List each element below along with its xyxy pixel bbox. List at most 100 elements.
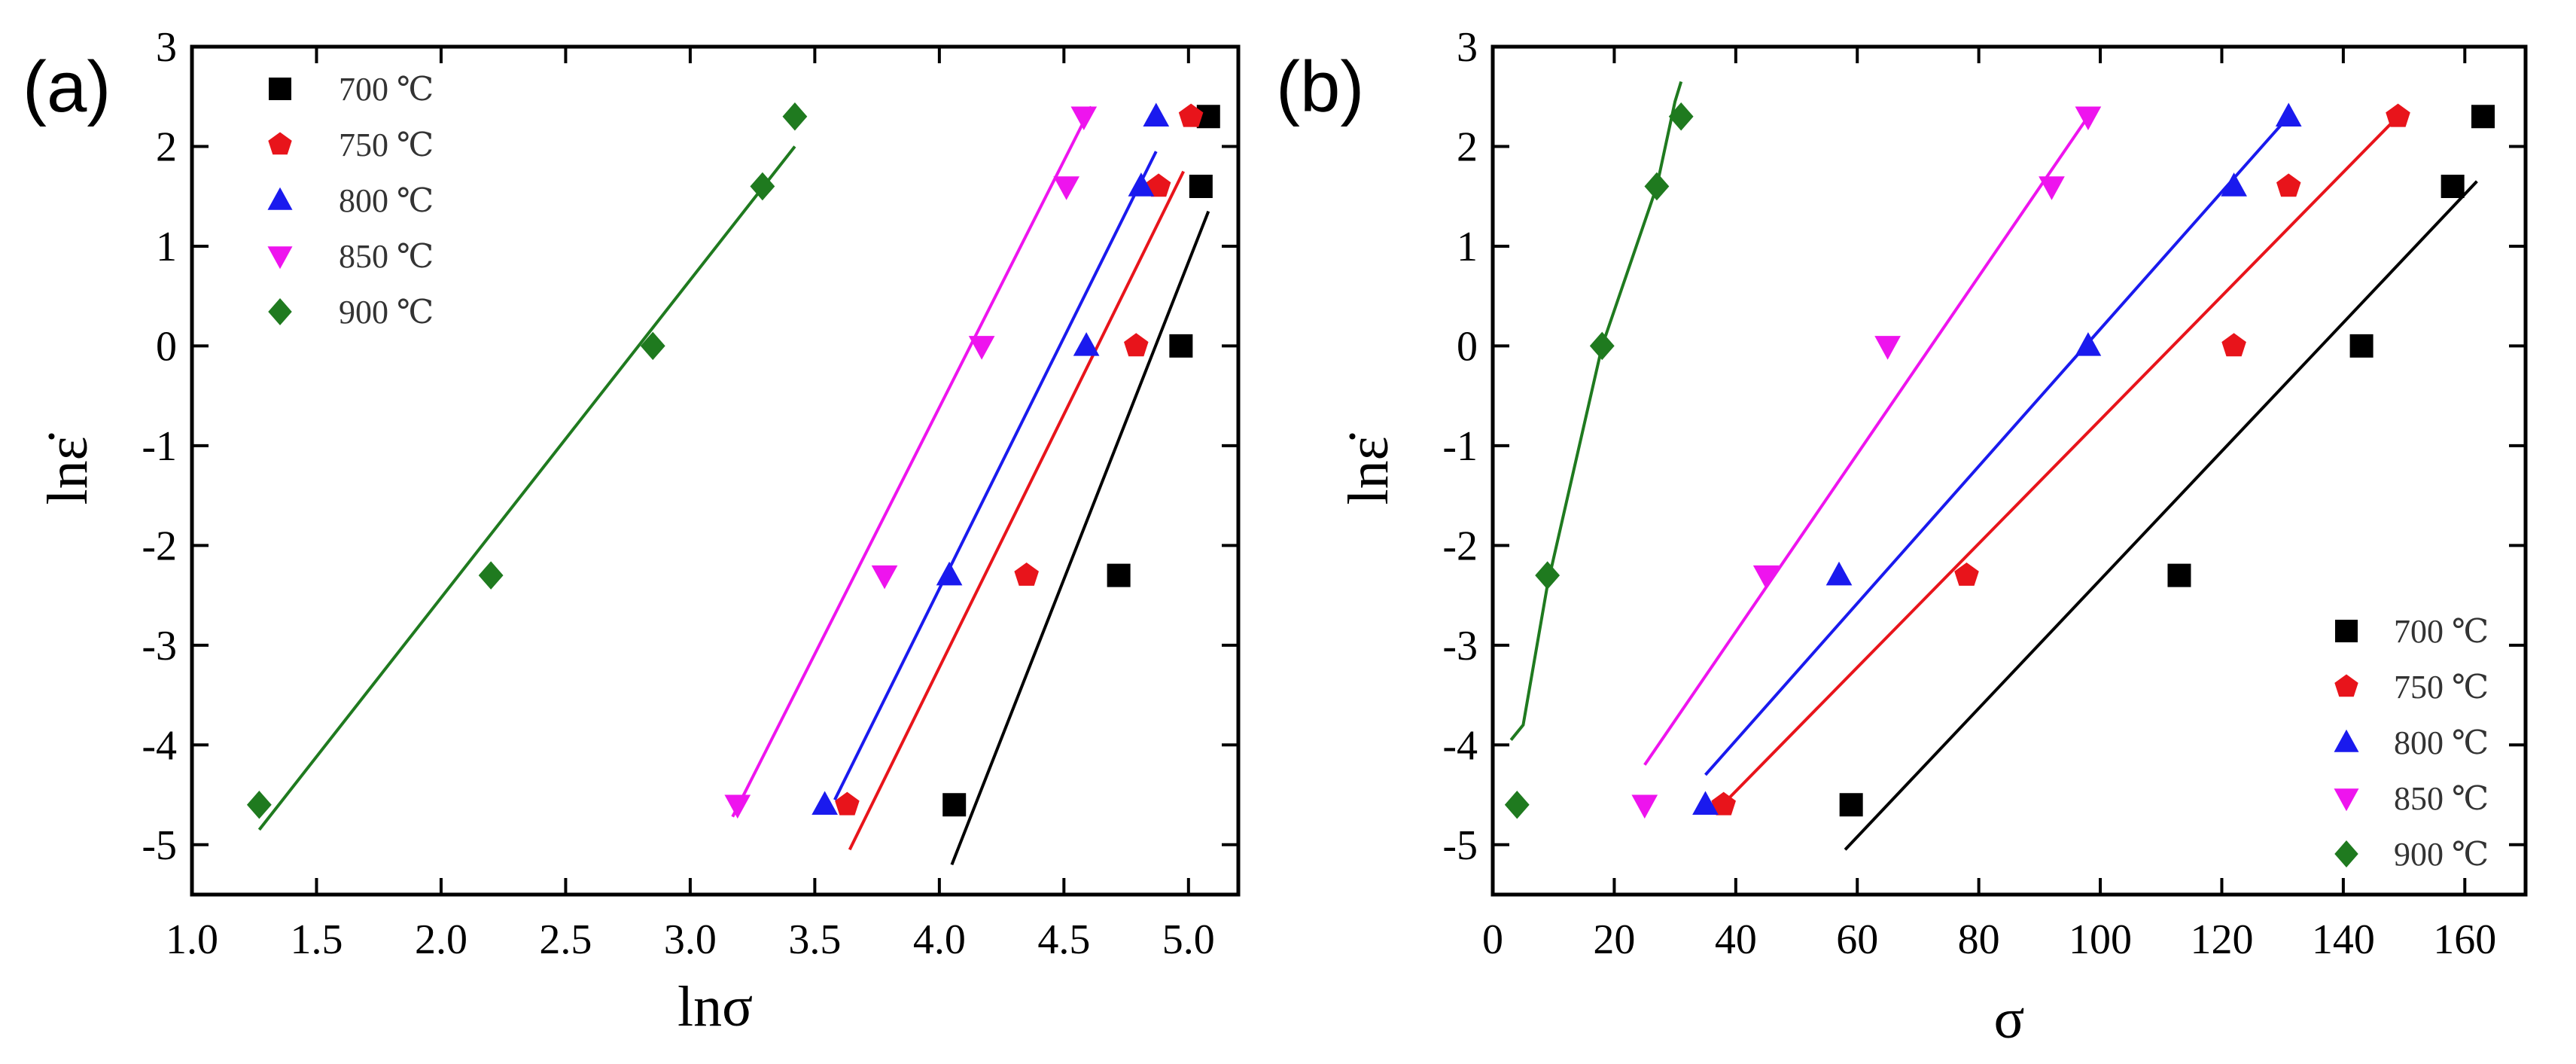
panel-b-series-750-point-3 xyxy=(2221,333,2246,357)
panel-b-x-tick-label: 80 xyxy=(1958,916,2000,963)
panel-a-series-900-point-5 xyxy=(782,102,808,131)
panel-b-x-tick-label: 60 xyxy=(1836,916,1878,963)
panel-a-series-900-fit-line xyxy=(257,145,796,831)
panel-a-x-tick-label: 2.5 xyxy=(539,916,592,963)
panel-b-x-tick-label: 140 xyxy=(2312,916,2375,963)
panel-a-y-tick-label: 2 xyxy=(156,123,177,170)
panel-a-y-tick-label: 1 xyxy=(156,224,177,270)
panel-a-legend-marker-700 xyxy=(269,78,291,100)
panel-a-legend-label-750: 750 ℃ xyxy=(339,127,434,163)
panel-b-legend-label-700: 700 ℃ xyxy=(2394,613,2489,650)
panel-a-series-850-point-4 xyxy=(1053,176,1079,200)
panel-b-series-850-point-1 xyxy=(1631,794,1658,819)
panel-b-legend-label-850: 850 ℃ xyxy=(2394,780,2489,817)
panel-a-x-axis-title: lnσ xyxy=(677,975,753,1038)
panel-a-series-800-point-4 xyxy=(1128,172,1155,197)
panel-b-legend-marker-900 xyxy=(2334,840,2358,867)
panel-b-y-tick-label: 2 xyxy=(1457,123,1478,170)
panel-b-x-tick-label: 20 xyxy=(1593,916,1635,963)
panel-b-legend-label-800: 800 ℃ xyxy=(2394,724,2489,761)
panel-a: 1.0 1.5 2.0 2.5 3.0 3.5 4.0 4.5 5.0 -5 -4 -3 -2 -1 0 1 2… xyxy=(23,24,1241,1038)
panel-b-y-tick-label: -3 xyxy=(1442,623,1478,669)
panel-a-series-700-point-2 xyxy=(1107,563,1131,587)
panel-a-series-900-point-3 xyxy=(640,331,665,361)
panel-a-legend-marker-900 xyxy=(268,298,292,325)
panel-a-y-tick-label: -1 xyxy=(142,423,177,470)
panel-a-x-tick-label: 1.0 xyxy=(166,916,218,963)
panel-b-y-tick-label: -2 xyxy=(1442,523,1478,569)
panel-a-series-800-point-5 xyxy=(1143,102,1170,127)
panel-a-series-900-point-4 xyxy=(750,172,775,201)
panel-b-series-750-fit-line xyxy=(1716,115,2399,811)
panel-a-series-850-fit-line xyxy=(731,105,1093,818)
panel-a-series-700-point-3 xyxy=(1169,334,1193,358)
panel-b-series-800-point-5 xyxy=(2275,102,2302,127)
panel-a-x-tick-label: 4.0 xyxy=(913,916,966,963)
panel-b-x-tick-label: 160 xyxy=(2433,916,2496,963)
panel-a-series-700-point-4 xyxy=(1189,174,1213,198)
panel-a-series-900-point-1 xyxy=(246,791,272,819)
panel-b-plot-frame xyxy=(1490,44,2528,897)
panel-a-x-tick-label: 5.0 xyxy=(1162,916,1215,963)
panel-a-legend-label-700: 700 ℃ xyxy=(339,71,434,108)
panel-b-series-900-point-3 xyxy=(1589,331,1615,361)
panel-a-series-900-point-2 xyxy=(478,561,504,590)
panel-a-series-850-point-2 xyxy=(871,565,898,590)
panel-b-series-800-point-4 xyxy=(2221,172,2247,197)
panel-b-y-axis-title: lnε̇ xyxy=(1337,432,1400,505)
panel-a-y-tick-label: -3 xyxy=(142,623,177,669)
panel-b-legend-marker-850 xyxy=(2334,788,2359,812)
panel-a-y-axis-title: lnε̇ xyxy=(36,432,99,505)
panel-b-y-tick-label: 3 xyxy=(1457,24,1478,71)
panel-a-x-tick-label: 3.0 xyxy=(664,916,717,963)
panel-b-series-700-fit-line xyxy=(1844,180,2478,851)
panel-a-series-800-point-3 xyxy=(1073,332,1100,356)
panel-b-x-tick-label: 120 xyxy=(2190,916,2253,963)
panel-a-legend-label-850: 850 ℃ xyxy=(339,238,434,275)
panel-a-series-750-point-5 xyxy=(1178,103,1204,127)
panel-b-series-850-point-5 xyxy=(2075,106,2102,131)
panel-b-panel-label: (b) xyxy=(1276,47,1364,127)
panel-b-series-900-point-2 xyxy=(1535,561,1561,590)
panel-b-legend-marker-800 xyxy=(2334,729,2359,752)
panel-a-series-700-point-1 xyxy=(942,793,967,817)
panel-b-x-tick-label: 40 xyxy=(1715,916,1757,963)
panel-b-series-900-point-1 xyxy=(1504,791,1530,819)
panel-b: 0 20 40 60 80 100 120 140 160 -5 -4 -3 -2 -1 0 1 2 3 σ lnε̇… xyxy=(1276,24,2528,1050)
panel-a-series-800-point-1 xyxy=(811,791,838,816)
panel-b-legend-marker-750 xyxy=(2334,674,2358,697)
panel-b-series-900-point-4 xyxy=(1644,172,1670,201)
panel-b-series-850-point-4 xyxy=(2039,176,2065,200)
panel-a-series-700-fit-line xyxy=(950,210,1210,866)
panel-b-series-850-point-3 xyxy=(1874,336,1901,360)
panel-a-series-800-point-2 xyxy=(936,561,963,586)
panel-b-y-tick-label: 0 xyxy=(1457,323,1478,370)
panel-a-y-tick-label: -5 xyxy=(142,822,177,869)
panel-a-series-800-fit-line xyxy=(833,151,1158,801)
panel-a-legend-label-900: 900 ℃ xyxy=(339,294,434,331)
panel-b-y-tick-label: -1 xyxy=(1442,423,1478,470)
panel-b-legend-label-900: 900 ℃ xyxy=(2394,836,2489,873)
panel-a-series-850-point-5 xyxy=(1070,106,1098,131)
panel-a-x-tick-label: 2.0 xyxy=(415,916,467,963)
panel-b-y-tick-label: -5 xyxy=(1442,822,1478,869)
panel-a-series-750-point-1 xyxy=(835,791,860,816)
panel-b-series-850-fit-line xyxy=(1643,115,2090,766)
panel-a-x-tick-label: 3.5 xyxy=(788,916,841,963)
panel-a-series-850-point-3 xyxy=(968,336,995,360)
panel-b-y-tick-label: -4 xyxy=(1442,722,1478,769)
panel-a-series-750-fit-line xyxy=(848,170,1185,851)
panel-a-y-tick-label: -4 xyxy=(142,722,177,769)
panel-a-legend-marker-800 xyxy=(267,187,293,210)
panel-b-legend-label-750: 750 ℃ xyxy=(2394,669,2489,706)
panel-b-series-700-point-2 xyxy=(2167,563,2191,587)
panel-b-series-850-point-2 xyxy=(1752,565,1780,590)
panel-b-series-750-point-2 xyxy=(1954,562,1979,586)
panel-b-series-800-point-3 xyxy=(2075,332,2102,356)
panel-a-series-750-point-2 xyxy=(1014,562,1039,586)
panel-b-series-700-point-1 xyxy=(1839,793,1863,817)
panel-b-x-tick-label: 0 xyxy=(1482,916,1503,963)
panel-b-series-800-fit-line xyxy=(1704,115,2290,776)
